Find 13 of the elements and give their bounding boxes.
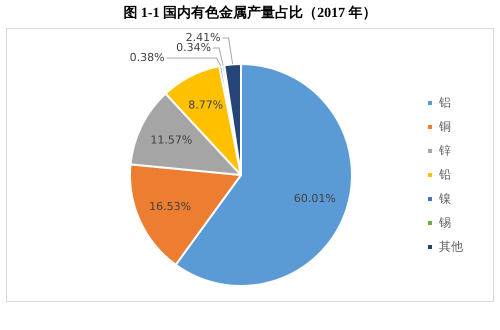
- data-label: 0.38%: [130, 50, 165, 64]
- legend-label: 其他: [439, 239, 463, 254]
- legend-label: 铝: [438, 95, 451, 110]
- legend-label: 锡: [438, 215, 451, 230]
- data-label: 16.53%: [149, 200, 192, 213]
- legend-label: 铜: [438, 119, 451, 134]
- data-label: 11.57%: [150, 133, 192, 146]
- chart-title: 图 1-1 国内有色金属产量占比（2017 年）: [122, 4, 378, 22]
- legend-label: 锌: [438, 143, 451, 158]
- legend-label: 镍: [438, 191, 451, 206]
- data-label: 8.77%: [188, 98, 224, 112]
- data-label: 60.01%: [294, 192, 336, 205]
- legend-label: 铅: [438, 167, 451, 182]
